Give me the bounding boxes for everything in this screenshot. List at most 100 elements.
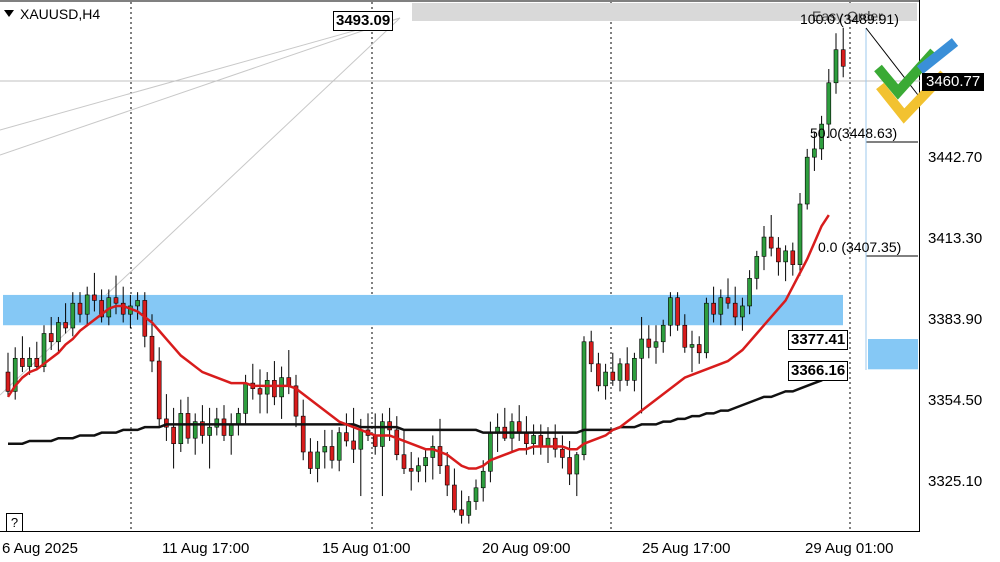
candle-bear — [646, 338, 652, 348]
candle-bull — [56, 322, 61, 343]
candle-bull — [315, 451, 320, 469]
y-tick-label: 3442.70 — [928, 149, 983, 166]
candle-bear — [567, 457, 572, 475]
candle-bull — [423, 457, 428, 467]
candle-bull — [228, 424, 234, 436]
x-tick-label: 29 Aug 01:00 — [805, 540, 894, 557]
candle-bull — [826, 82, 832, 125]
candle-bear — [149, 335, 155, 362]
candle-bear — [437, 446, 443, 467]
candle-bear — [452, 484, 457, 511]
level-label-1[interactable]: 3377.41 — [788, 330, 849, 350]
candle-bear — [34, 357, 40, 367]
x-tick-label: 11 Aug 17:00 — [162, 540, 250, 557]
candle-bear — [552, 437, 558, 450]
candle-bear — [372, 435, 378, 447]
ema-fast-line — [6, 214, 830, 470]
candle-bear — [408, 468, 414, 472]
candle-bull — [336, 432, 342, 461]
candle-bear — [344, 432, 349, 442]
x-tick-label: 6 Aug 2025 — [2, 540, 78, 557]
candle-bear — [538, 435, 544, 447]
candle-bull — [358, 429, 364, 450]
fib-level-0: 0.0 (3407.35) — [818, 239, 902, 255]
help-button[interactable]: ? — [6, 513, 23, 532]
candle-bear — [257, 388, 263, 395]
candle-bull — [41, 333, 47, 367]
candle-bull — [416, 465, 421, 472]
candle-bull — [430, 446, 436, 458]
candle-bear — [768, 236, 774, 249]
candle-bull — [740, 305, 745, 318]
candle-bull — [380, 421, 385, 447]
candle-bear — [171, 426, 176, 445]
y-tick-label: 3325.10 — [928, 473, 983, 490]
candle-bear — [516, 421, 522, 433]
candle-bear — [92, 294, 97, 301]
candle-bear — [682, 324, 688, 348]
candle-bull — [264, 380, 270, 395]
candle-bear — [696, 344, 702, 354]
candle-bear — [711, 302, 716, 315]
candle-bear — [99, 300, 104, 318]
candle-bull — [617, 363, 623, 381]
candle-bull — [192, 421, 198, 439]
candle-bear — [840, 49, 846, 67]
candle-bear — [351, 440, 356, 450]
candle-bull — [797, 203, 803, 265]
candle-bull — [704, 302, 709, 354]
candle-bear — [113, 297, 119, 304]
candle-bull — [603, 371, 608, 387]
candle-bear — [790, 250, 796, 265]
fib-level-100: 100.0 (3489.91) — [800, 11, 899, 27]
candle-bull — [214, 418, 220, 428]
candle-bear — [387, 421, 392, 431]
y-tick-label: 3413.30 — [928, 230, 983, 247]
candle-bear — [401, 454, 407, 469]
candle-bear — [300, 415, 306, 453]
candle-bull — [279, 377, 284, 398]
candle-bear — [596, 363, 601, 387]
ema-slow-line — [8, 373, 830, 445]
candle-bear — [164, 418, 169, 428]
candle-bear — [5, 371, 11, 392]
candle-bear — [732, 302, 738, 318]
candle-bear — [272, 380, 277, 398]
target-zone[interactable] — [868, 339, 918, 370]
current-price-badge: 3460.77 — [922, 73, 985, 91]
dropdown-triangle-icon[interactable] — [4, 10, 14, 17]
chart-symbol[interactable]: XAUUSD,H4 — [4, 6, 100, 22]
candle-bear — [776, 247, 781, 263]
candle-bull — [135, 300, 140, 307]
candle-bear — [185, 413, 191, 439]
candle-bear — [48, 333, 54, 343]
candle-bull — [689, 344, 695, 348]
candle-bull — [473, 487, 479, 502]
candle-bear — [293, 385, 299, 417]
candle-bear — [329, 446, 335, 461]
candle-bear — [524, 432, 529, 445]
candle-bear — [63, 322, 68, 329]
candle-bear — [221, 418, 227, 436]
high-price-label[interactable]: 3493.09 — [333, 11, 394, 31]
candle-bull — [833, 49, 839, 84]
candle-bull — [243, 382, 248, 414]
candle-bull — [581, 341, 587, 456]
candle-bull — [322, 446, 328, 453]
x-tick-label: 15 Aug 01:00 — [322, 540, 411, 557]
easy-order-label[interactable]: Easy Order — [812, 8, 883, 24]
candle-bull — [804, 156, 810, 205]
y-tick-label: 3383.90 — [928, 311, 983, 328]
symbol-label: XAUUSD,H4 — [20, 6, 101, 22]
candle-bear — [120, 302, 126, 315]
candle-bull — [178, 413, 184, 445]
candle-bear — [77, 302, 83, 315]
candle-bear — [444, 465, 450, 486]
candle-bull — [236, 413, 241, 425]
fib-level-50: 50.0(3448.63) — [810, 125, 898, 141]
y-tick-label: 3354.50 — [928, 392, 983, 409]
level-label-2[interactable]: 3366.16 — [788, 361, 849, 381]
candle-bull — [668, 297, 673, 326]
candle-bull — [632, 357, 637, 381]
